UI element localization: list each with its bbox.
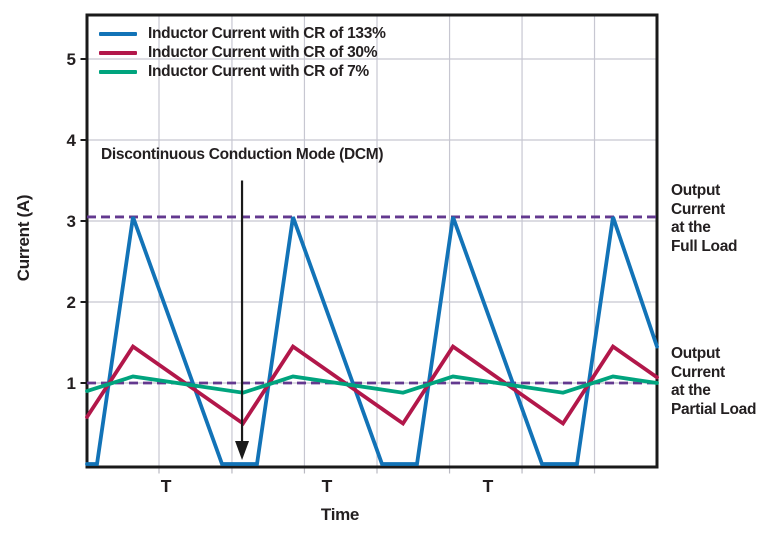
partial-load-label: Output Current at the Partial Load	[671, 345, 757, 418]
series-line-0	[85, 216, 659, 466]
dcm-annotation-text: Discontinuous Conduction Mode (DCM)	[101, 146, 384, 163]
x-axis-title: Time	[320, 505, 360, 524]
y-tick-label: 1	[67, 374, 76, 393]
legend-item-cr133: Inductor Current with CR of 133%	[99, 24, 386, 43]
full-load-label: Output Current at the Full Load	[671, 182, 738, 255]
y-tick-label: 3	[67, 212, 76, 231]
y-tick-label: 5	[67, 50, 76, 69]
series-line-2	[85, 374, 659, 395]
series-line-1	[85, 343, 659, 427]
legend-label-cr30: Inductor Current with CR of 30%	[148, 44, 378, 61]
plot-border	[85, 13, 659, 469]
legend-swatch-cr7	[99, 69, 137, 74]
legend-item-cr30: Inductor Current with CR of 30%	[99, 43, 386, 62]
y-tick-label: 4	[67, 131, 77, 150]
legend: Inductor Current with CR of 133% Inducto…	[99, 24, 386, 81]
legend-item-cr7: Inductor Current with CR of 7%	[99, 62, 386, 81]
y-tick-label: 2	[67, 293, 76, 312]
dcm-arrow-head	[235, 441, 250, 460]
legend-label-cr7: Inductor Current with CR of 7%	[148, 63, 369, 80]
x-tick-label-T: T	[161, 476, 172, 496]
y-axis-title: Current (A)	[14, 194, 33, 282]
x-tick-label-T: T	[322, 476, 333, 496]
legend-swatch-cr133	[99, 31, 137, 36]
legend-label-cr133: Inductor Current with CR of 133%	[148, 25, 386, 42]
x-tick-label-T: T	[483, 476, 494, 496]
legend-swatch-cr30	[99, 50, 137, 55]
